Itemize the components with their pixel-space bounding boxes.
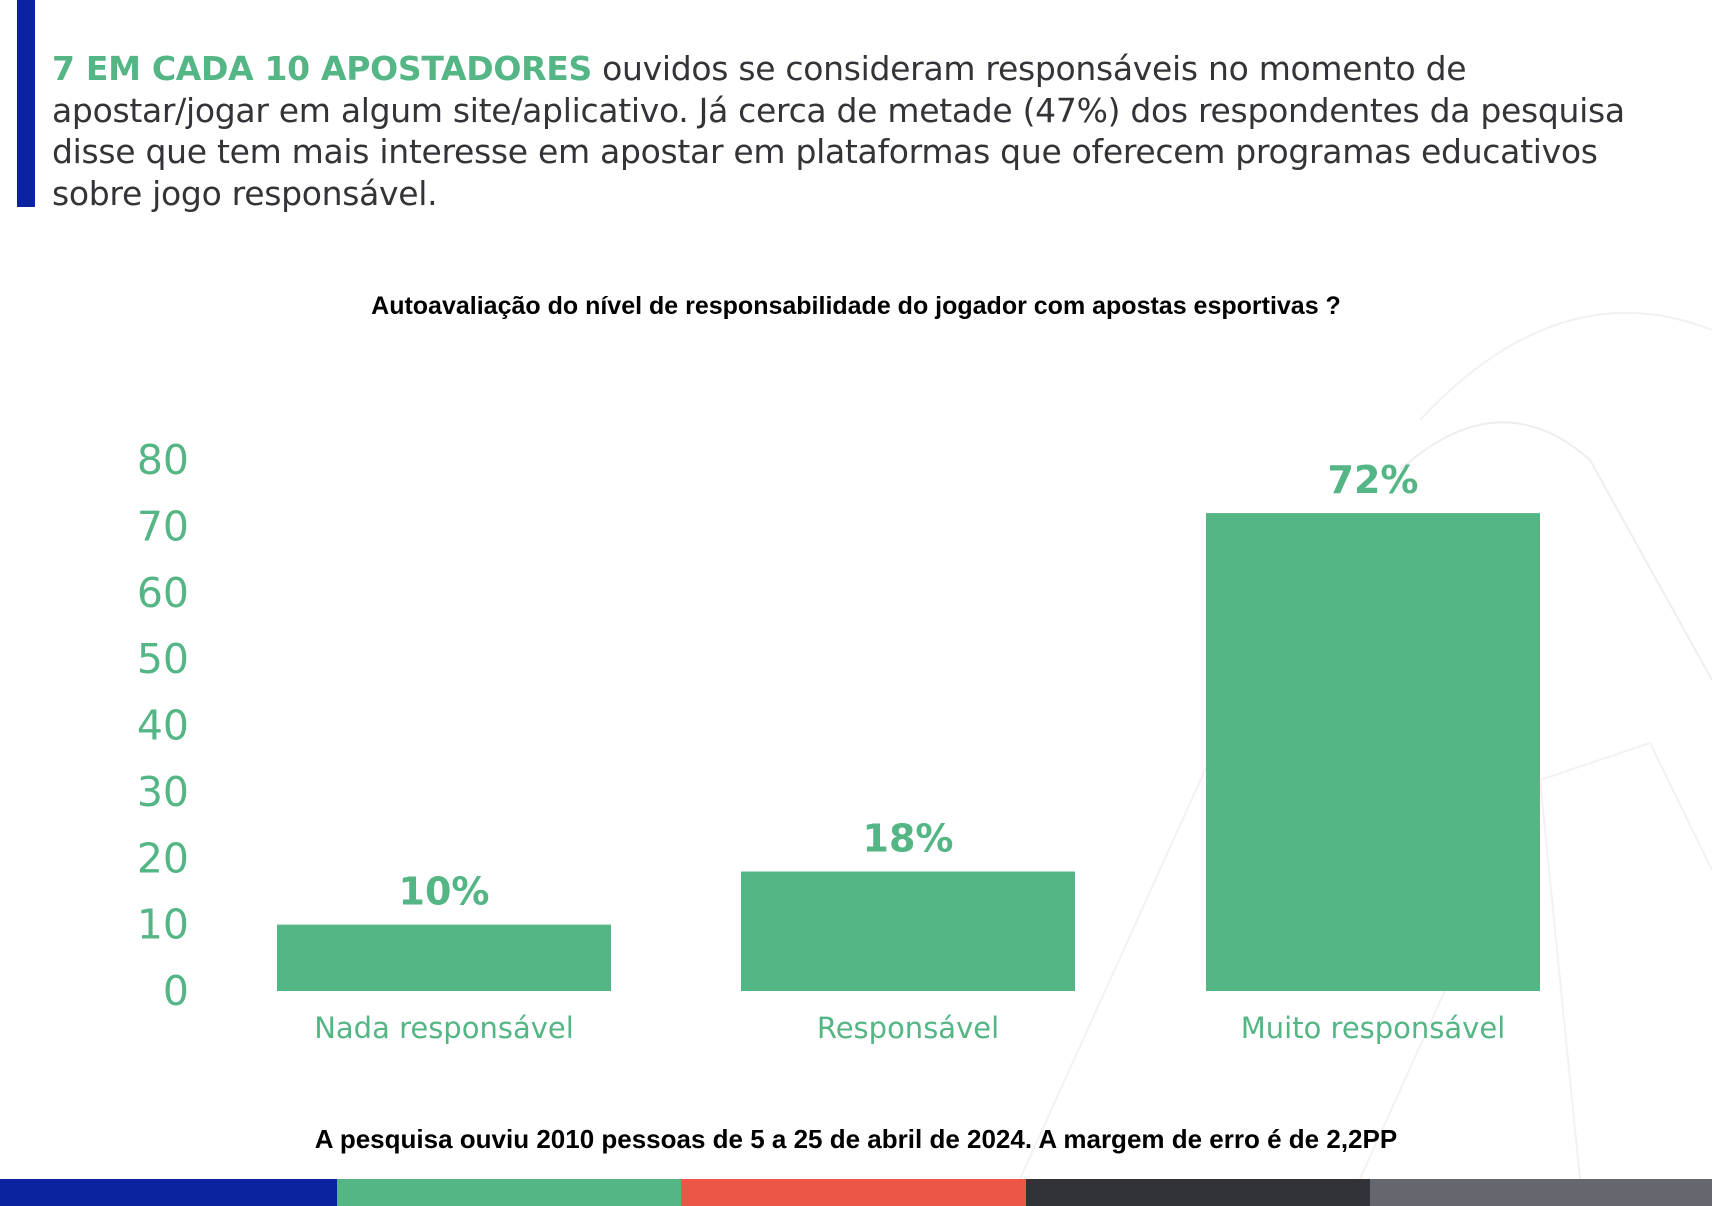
color-stripes [0, 1179, 1712, 1206]
data-label: 18% [863, 817, 954, 861]
chart-title: Autoavaliação do nível de responsabilida… [371, 292, 1341, 320]
headline: 7 EM CADA 10 APOSTADORES ouvidos se cons… [52, 48, 1692, 214]
color-stripe [1370, 1179, 1712, 1206]
accent-bar [17, 0, 35, 207]
y-tick-label: 0 [163, 967, 189, 1015]
headline-text: ouvidos se consideram responsáveis no mo… [52, 49, 1625, 213]
color-stripe [1026, 1179, 1370, 1206]
category-label: Nada responsável [314, 1011, 574, 1045]
y-tick-label: 50 [137, 635, 189, 683]
footnote: A pesquisa ouviu 2010 pessoas de 5 a 25 … [314, 1124, 1398, 1154]
y-tick-label: 60 [137, 569, 189, 617]
category-label: Muito responsável [1241, 1011, 1506, 1045]
y-tick-label: 40 [137, 702, 189, 750]
category-label: Responsável [817, 1011, 999, 1045]
data-label: 72% [1328, 458, 1419, 502]
y-tick-label: 20 [137, 834, 189, 882]
color-stripe [681, 1179, 1026, 1206]
color-stripe [0, 1179, 337, 1206]
y-tick-label: 70 [137, 502, 189, 550]
headline-highlight: 7 EM CADA 10 APOSTADORES [52, 49, 592, 88]
y-tick-label: 80 [137, 436, 189, 484]
bar [741, 871, 1075, 991]
y-tick-label: 30 [137, 768, 189, 816]
bar [277, 924, 611, 991]
color-stripe [337, 1179, 681, 1206]
y-tick-label: 10 [137, 901, 189, 949]
bar [1206, 513, 1540, 991]
data-label: 10% [399, 870, 490, 914]
